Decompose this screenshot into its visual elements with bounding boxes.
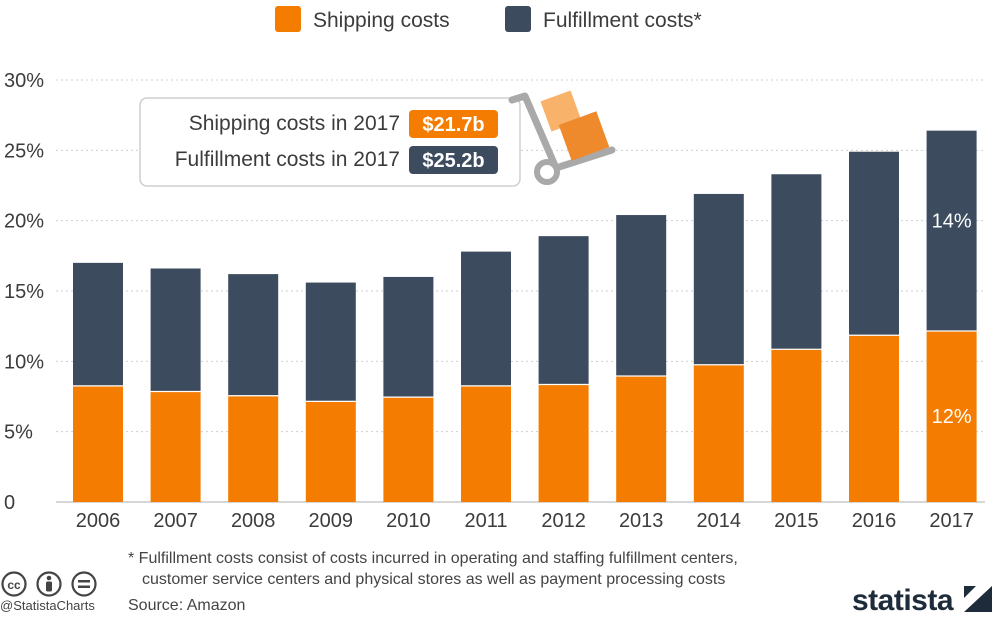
x-tick-label: 2008	[231, 510, 276, 532]
x-tick-label: 2007	[153, 510, 198, 532]
annotation-fulfillment-badge	[409, 146, 498, 174]
gridlines	[56, 79, 985, 503]
bar-fulfillment-2009	[305, 282, 356, 401]
svg-text:cc: cc	[7, 578, 21, 592]
bar-shipping-2011	[461, 385, 511, 502]
legend-label-shipping: Shipping costs	[313, 9, 450, 32]
bar-shipping-2016	[849, 334, 899, 502]
y-tick-label: 30%	[4, 70, 44, 92]
bar-shipping-2009	[305, 400, 356, 502]
annotation-shipping-value: $21.7b	[422, 114, 484, 136]
legend: Shipping costs Fulfillment costs*	[275, 6, 702, 32]
bar-shipping-2007	[150, 390, 201, 502]
hand-truck-icon	[508, 90, 616, 185]
bar-shipping-2012	[538, 383, 589, 502]
annotation-shipping-label: Shipping costs in 2017	[189, 112, 400, 135]
bars	[73, 130, 977, 502]
y-tick-label: 15%	[4, 281, 44, 303]
x-tick-label: 2011	[464, 510, 507, 532]
x-tick-label: 2010	[386, 510, 431, 532]
annotation-fulfillment-label: Fulfillment costs in 2017	[175, 148, 400, 171]
bar-fulfillment-2017	[926, 130, 977, 331]
bar-fulfillment-2010	[383, 276, 434, 397]
bar-fulfillment-2006	[73, 262, 123, 386]
data-label: 12%	[932, 406, 972, 428]
no-derivatives-icon	[71, 571, 97, 597]
x-axis: 2006 2007 2008 2009 2010 2011 2012 2013 2014 2015…	[76, 510, 974, 532]
y-tick-label: 0	[4, 492, 15, 514]
x-tick-label: 2006	[76, 510, 121, 532]
statista-charts-handle: @StatistaCharts	[0, 598, 95, 613]
statista-brand: statista	[852, 584, 954, 617]
bar-fulfillment-2016	[849, 151, 899, 335]
y-tick-label: 20%	[4, 211, 44, 233]
data-labels: 12% 14%	[932, 211, 972, 429]
bar-fulfillment-2011	[461, 251, 511, 386]
y-axis: 0 5% 10% 15% 20% 25% 30%	[4, 70, 44, 514]
legend-swatch-fulfillment	[505, 6, 531, 32]
x-tick-label: 2017	[929, 510, 974, 532]
annotation-box: Shipping costs in 2017 $21.7b Fulfillmen…	[139, 97, 521, 187]
footnote-line-2: customer service centers and physical st…	[142, 571, 726, 588]
source-text: Source: Amazon	[128, 597, 246, 614]
statista-logo-icon	[964, 586, 992, 612]
license-icons: cc	[1, 571, 97, 597]
y-tick-label: 10%	[4, 351, 44, 373]
bar-shipping-2013	[616, 375, 667, 502]
bar-shipping-2010	[383, 396, 434, 502]
attribution-icon	[36, 571, 62, 597]
x-tick-label: 2015	[774, 510, 819, 532]
footnote-line-1: * Fulfillment costs consist of costs inc…	[128, 550, 738, 567]
bar-fulfillment-2007	[150, 268, 201, 391]
annotation-fulfillment-value: $25.2b	[422, 150, 484, 172]
bar-fulfillment-2015	[771, 174, 822, 349]
bar-fulfillment-2014	[693, 193, 744, 365]
y-tick-label: 5%	[4, 422, 33, 444]
bar-shipping-2014	[693, 364, 744, 502]
x-tick-label: 2013	[619, 510, 664, 532]
legend-swatch-shipping	[275, 6, 301, 32]
creative-commons-icon: cc	[1, 571, 27, 597]
y-tick-label: 25%	[4, 140, 44, 162]
x-tick-label: 2012	[541, 510, 586, 532]
bar-shipping-2015	[771, 348, 822, 502]
bar-shipping-2017	[926, 330, 977, 502]
bar-shipping-2008	[228, 395, 279, 502]
bar-fulfillment-2008	[228, 274, 279, 396]
x-tick-label: 2016	[852, 510, 897, 532]
annotation-shipping-badge	[409, 110, 498, 138]
x-tick-label: 2014	[697, 510, 742, 532]
data-label: 14%	[932, 211, 972, 233]
legend-label-fulfillment: Fulfillment costs*	[543, 9, 702, 32]
footnote: * Fulfillment costs consist of costs inc…	[128, 548, 848, 590]
bar-fulfillment-2012	[538, 236, 589, 384]
x-tick-label: 2009	[309, 510, 354, 532]
stacked-bar-chart: 05%10%15%20%25%30% 2006 2007 2008 2009 2010 2…	[4, 6, 985, 532]
bar-fulfillment-2013	[616, 215, 667, 376]
bar-shipping-2006	[73, 385, 123, 502]
